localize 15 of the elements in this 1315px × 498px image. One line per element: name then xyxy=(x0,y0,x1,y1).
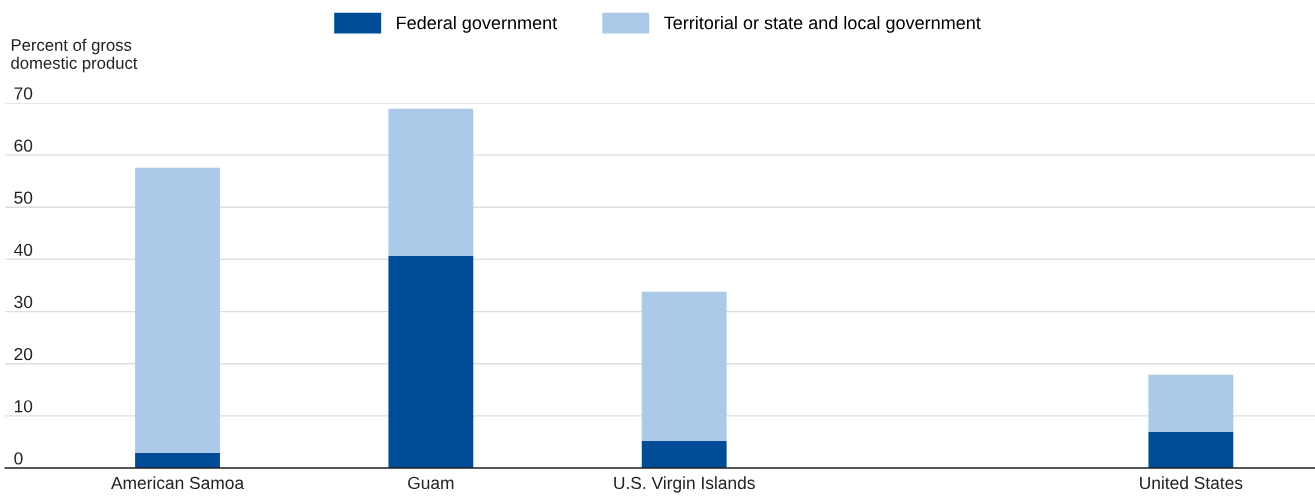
x-tick-label: Guam xyxy=(408,476,454,490)
y-tick-label: 70 xyxy=(14,87,33,100)
y-tick-label: 20 xyxy=(14,347,33,361)
y-tick-label: 0 xyxy=(14,452,23,465)
legend-label: Federal government xyxy=(397,15,558,33)
y-tick-label: 10 xyxy=(14,400,33,413)
y-tick-label: 60 xyxy=(14,139,33,152)
x-tick-label: U.S. Virgin Islands xyxy=(614,476,755,493)
legend-label: Territorial or state and local government xyxy=(664,15,981,33)
y-tick-label: 30 xyxy=(14,295,33,309)
y-tick-label: 50 xyxy=(14,191,33,204)
x-tick-label: American Samoa xyxy=(110,476,245,490)
x-tick-label: United States xyxy=(1140,476,1243,490)
y-axis-title: Percent of gross domestic product xyxy=(11,38,138,73)
y-tick-label: 40 xyxy=(13,243,33,256)
